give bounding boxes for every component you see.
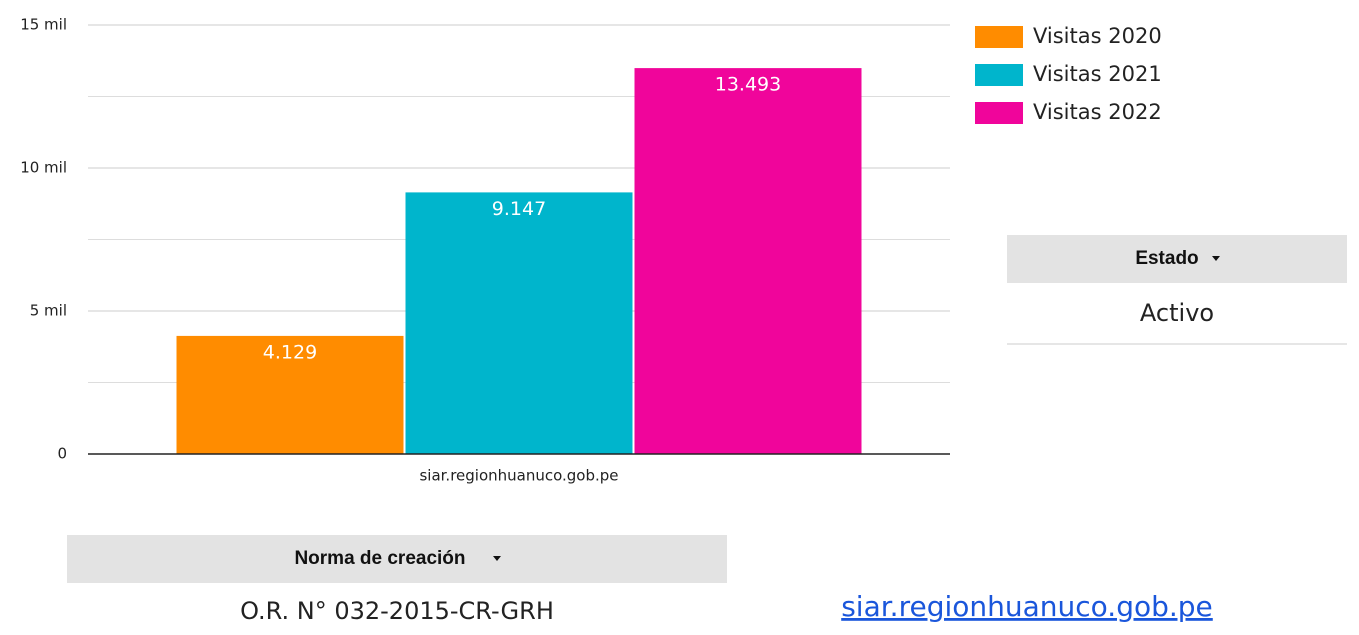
- estado-header-text: Estado: [1135, 248, 1198, 269]
- link[interactable]: siar.regionhuanuco.gob.pe: [841, 590, 1213, 623]
- x-tick-label: siar.regionhuanuco.gob.pe: [419, 467, 618, 485]
- sort-icon[interactable]: [493, 556, 501, 561]
- norma-cell: O.R. N° 032-2015-CR-GRH: [240, 597, 554, 625]
- estado-header[interactable]: [1007, 235, 1347, 283]
- value-label: 4.129: [263, 341, 317, 363]
- bar: [634, 68, 862, 455]
- norma-header-text: Norma de creación: [294, 548, 465, 569]
- y-tick-label: 10 mil: [20, 159, 67, 177]
- legend-swatch: [975, 26, 1023, 48]
- bar: [405, 192, 633, 454]
- legend-label: Visitas 2022: [1033, 100, 1162, 124]
- value-label: 9.147: [492, 198, 546, 220]
- bar: [176, 335, 404, 454]
- legend-label: Visitas 2021: [1033, 62, 1162, 86]
- legend-swatch: [975, 102, 1023, 124]
- y-tick-label: 5 mil: [30, 302, 67, 320]
- norma-header[interactable]: [67, 535, 727, 583]
- legend-swatch: [975, 64, 1023, 86]
- estado-cell: Activo: [1140, 299, 1214, 327]
- value-label: 13.493: [715, 74, 781, 96]
- sort-icon[interactable]: [1212, 256, 1220, 261]
- legend-label: Visitas 2020: [1033, 24, 1162, 48]
- y-tick-label: 15 mil: [20, 16, 67, 34]
- y-tick-label: 0: [57, 445, 67, 463]
